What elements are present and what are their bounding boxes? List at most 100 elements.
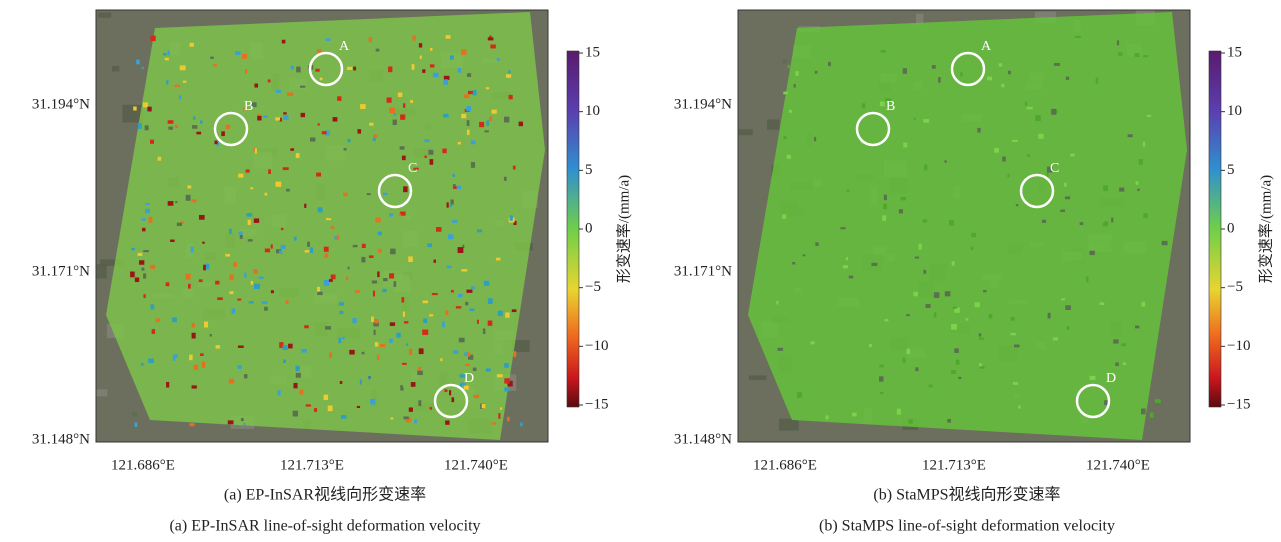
deformation-point [915,367,918,371]
deformation-point [433,73,439,77]
deformation-point [947,419,951,423]
deformation-point [248,239,253,241]
deformation-point [175,125,178,128]
deformation-point [1113,339,1118,343]
deformation-point [792,262,795,264]
deformation-point [923,270,926,274]
deformation-point [380,344,385,347]
deformation-point [166,382,169,388]
colorbar [1209,51,1221,407]
deformation-point [477,320,479,324]
deformation-point [229,379,234,384]
deformation-point [400,146,405,149]
deformation-point [204,322,208,328]
deformation-point [504,378,510,383]
deformation-point [461,114,466,119]
deformation-point [192,199,197,202]
colorbar-tick-label: 15 [1227,44,1242,60]
deformation-point [519,122,523,127]
deformation-point [430,64,434,67]
deformation-point [344,148,347,151]
deformation-point [447,266,452,269]
deformation-point [394,281,397,287]
deformation-point [458,247,464,253]
deformation-point [1139,159,1143,165]
figure: ABCD31.194°N31.171°N31.148°N121.686°E121… [0,0,1281,542]
deformation-point [373,138,376,141]
deformation-point [960,72,962,76]
deformation-point [255,148,257,153]
deformation-point [849,276,853,279]
deformation-point [498,311,503,316]
deformation-area [748,12,1187,440]
deformation-point [1046,172,1048,176]
deformation-point [398,93,402,98]
deformation-point [229,274,233,280]
deformation-point [133,107,136,111]
deformation-point [934,312,937,317]
colorbar-tick-label: 0 [1227,220,1235,236]
deformation-point [975,302,980,307]
deformation-point [318,207,323,212]
deformation-point [141,363,143,366]
deformation-point [152,329,155,334]
deformation-point [446,35,451,39]
deformation-point [254,284,260,289]
deformation-point [444,389,447,392]
deformation-point [210,334,212,336]
deformation-point [423,301,428,304]
deformation-point [879,365,884,368]
deformation-point [168,127,173,130]
deformation-point [903,68,907,74]
deformation-point [442,149,446,154]
deformation-point [783,59,788,64]
deformation-point [488,298,493,304]
deformation-point [317,292,322,295]
deformation-point [375,342,378,346]
deformation-point [1070,154,1075,157]
deformation-point [1048,313,1051,319]
deformation-point [193,116,195,119]
deformation-point [369,37,372,42]
deformation-point [464,352,467,356]
deformation-point [341,415,347,419]
deformation-point [228,420,234,424]
deformation-point [471,141,476,145]
deformation-point [999,63,1003,66]
site-label: D [1106,371,1116,386]
colorbar-tick-label: −10 [1227,338,1250,354]
deformation-point [1008,71,1011,75]
deformation-point [203,265,206,271]
colorbar-tick-label: 5 [585,162,593,178]
deformation-point [794,84,796,88]
deformation-point [414,419,417,423]
deformation-point [880,102,885,107]
deformation-point [979,333,981,336]
caption-en: (a) EP-InSAR line-of-sight deformation v… [169,518,480,535]
deformation-point [318,123,320,125]
deformation-point [362,244,366,248]
deformation-point [846,190,849,192]
deformation-point [424,139,429,142]
deformation-point [424,156,426,158]
map-texture [97,264,107,278]
deformation-point [263,115,268,117]
deformation-point [1135,53,1140,57]
deformation-point [1096,78,1099,84]
site-label: C [1050,161,1059,176]
deformation-point [412,36,415,41]
deformation-point [450,55,454,59]
deformation-point [980,366,985,368]
deformation-point [202,242,204,244]
deformation-point [945,291,951,296]
deformation-point [410,100,413,103]
deformation-point [334,237,337,239]
deformation-point [899,209,903,213]
deformation-point [257,116,261,121]
deformation-point [418,367,421,370]
deformation-point [1014,345,1020,348]
deformation-point [1162,241,1168,245]
deformation-point [451,290,454,293]
deformation-point [294,237,297,241]
deformation-point [244,374,247,378]
